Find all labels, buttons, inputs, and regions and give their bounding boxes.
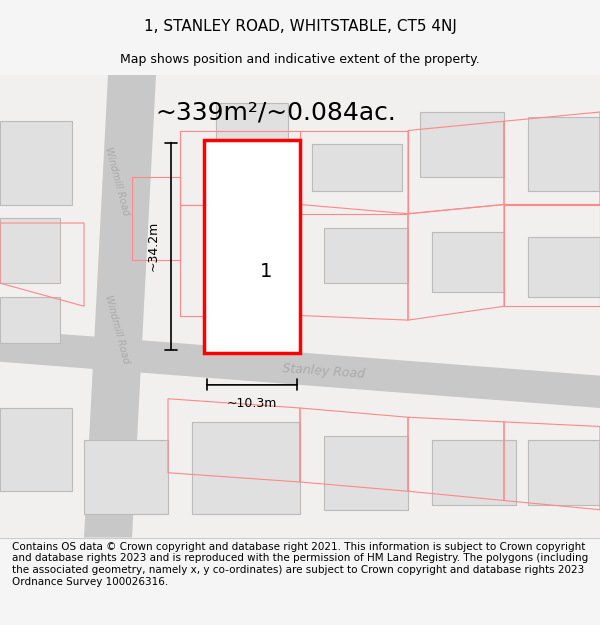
Bar [0, 121, 72, 204]
Text: 1, STANLEY ROAD, WHITSTABLE, CT5 4NJ: 1, STANLEY ROAD, WHITSTABLE, CT5 4NJ [143, 19, 457, 34]
Text: 1: 1 [260, 262, 272, 281]
Bar [192, 422, 300, 514]
Bar [528, 117, 600, 191]
Bar [0, 218, 60, 283]
Polygon shape [84, 75, 156, 538]
Bar [528, 237, 600, 297]
Bar [432, 232, 504, 292]
Bar [0, 297, 60, 343]
Text: ~10.3m: ~10.3m [227, 397, 277, 410]
Text: Contains OS data © Crown copyright and database right 2021. This information is : Contains OS data © Crown copyright and d… [12, 542, 588, 587]
Text: ~34.2m: ~34.2m [146, 221, 160, 271]
Text: Map shows position and indicative extent of the property.: Map shows position and indicative extent… [120, 52, 480, 66]
Text: Windmill Road: Windmill Road [103, 146, 131, 217]
Bar [420, 112, 504, 177]
Bar [204, 140, 300, 352]
Bar [324, 436, 408, 510]
Polygon shape [0, 329, 600, 408]
Bar [528, 441, 600, 505]
Bar [0, 408, 72, 491]
Text: Stanley Road: Stanley Road [283, 362, 365, 381]
Text: ~339m²/~0.084ac.: ~339m²/~0.084ac. [155, 100, 397, 124]
Bar [312, 144, 402, 191]
Bar [324, 228, 408, 283]
Bar [216, 102, 288, 158]
Bar [432, 441, 516, 505]
Bar [84, 441, 168, 514]
Text: Windmill Road: Windmill Road [103, 294, 131, 365]
